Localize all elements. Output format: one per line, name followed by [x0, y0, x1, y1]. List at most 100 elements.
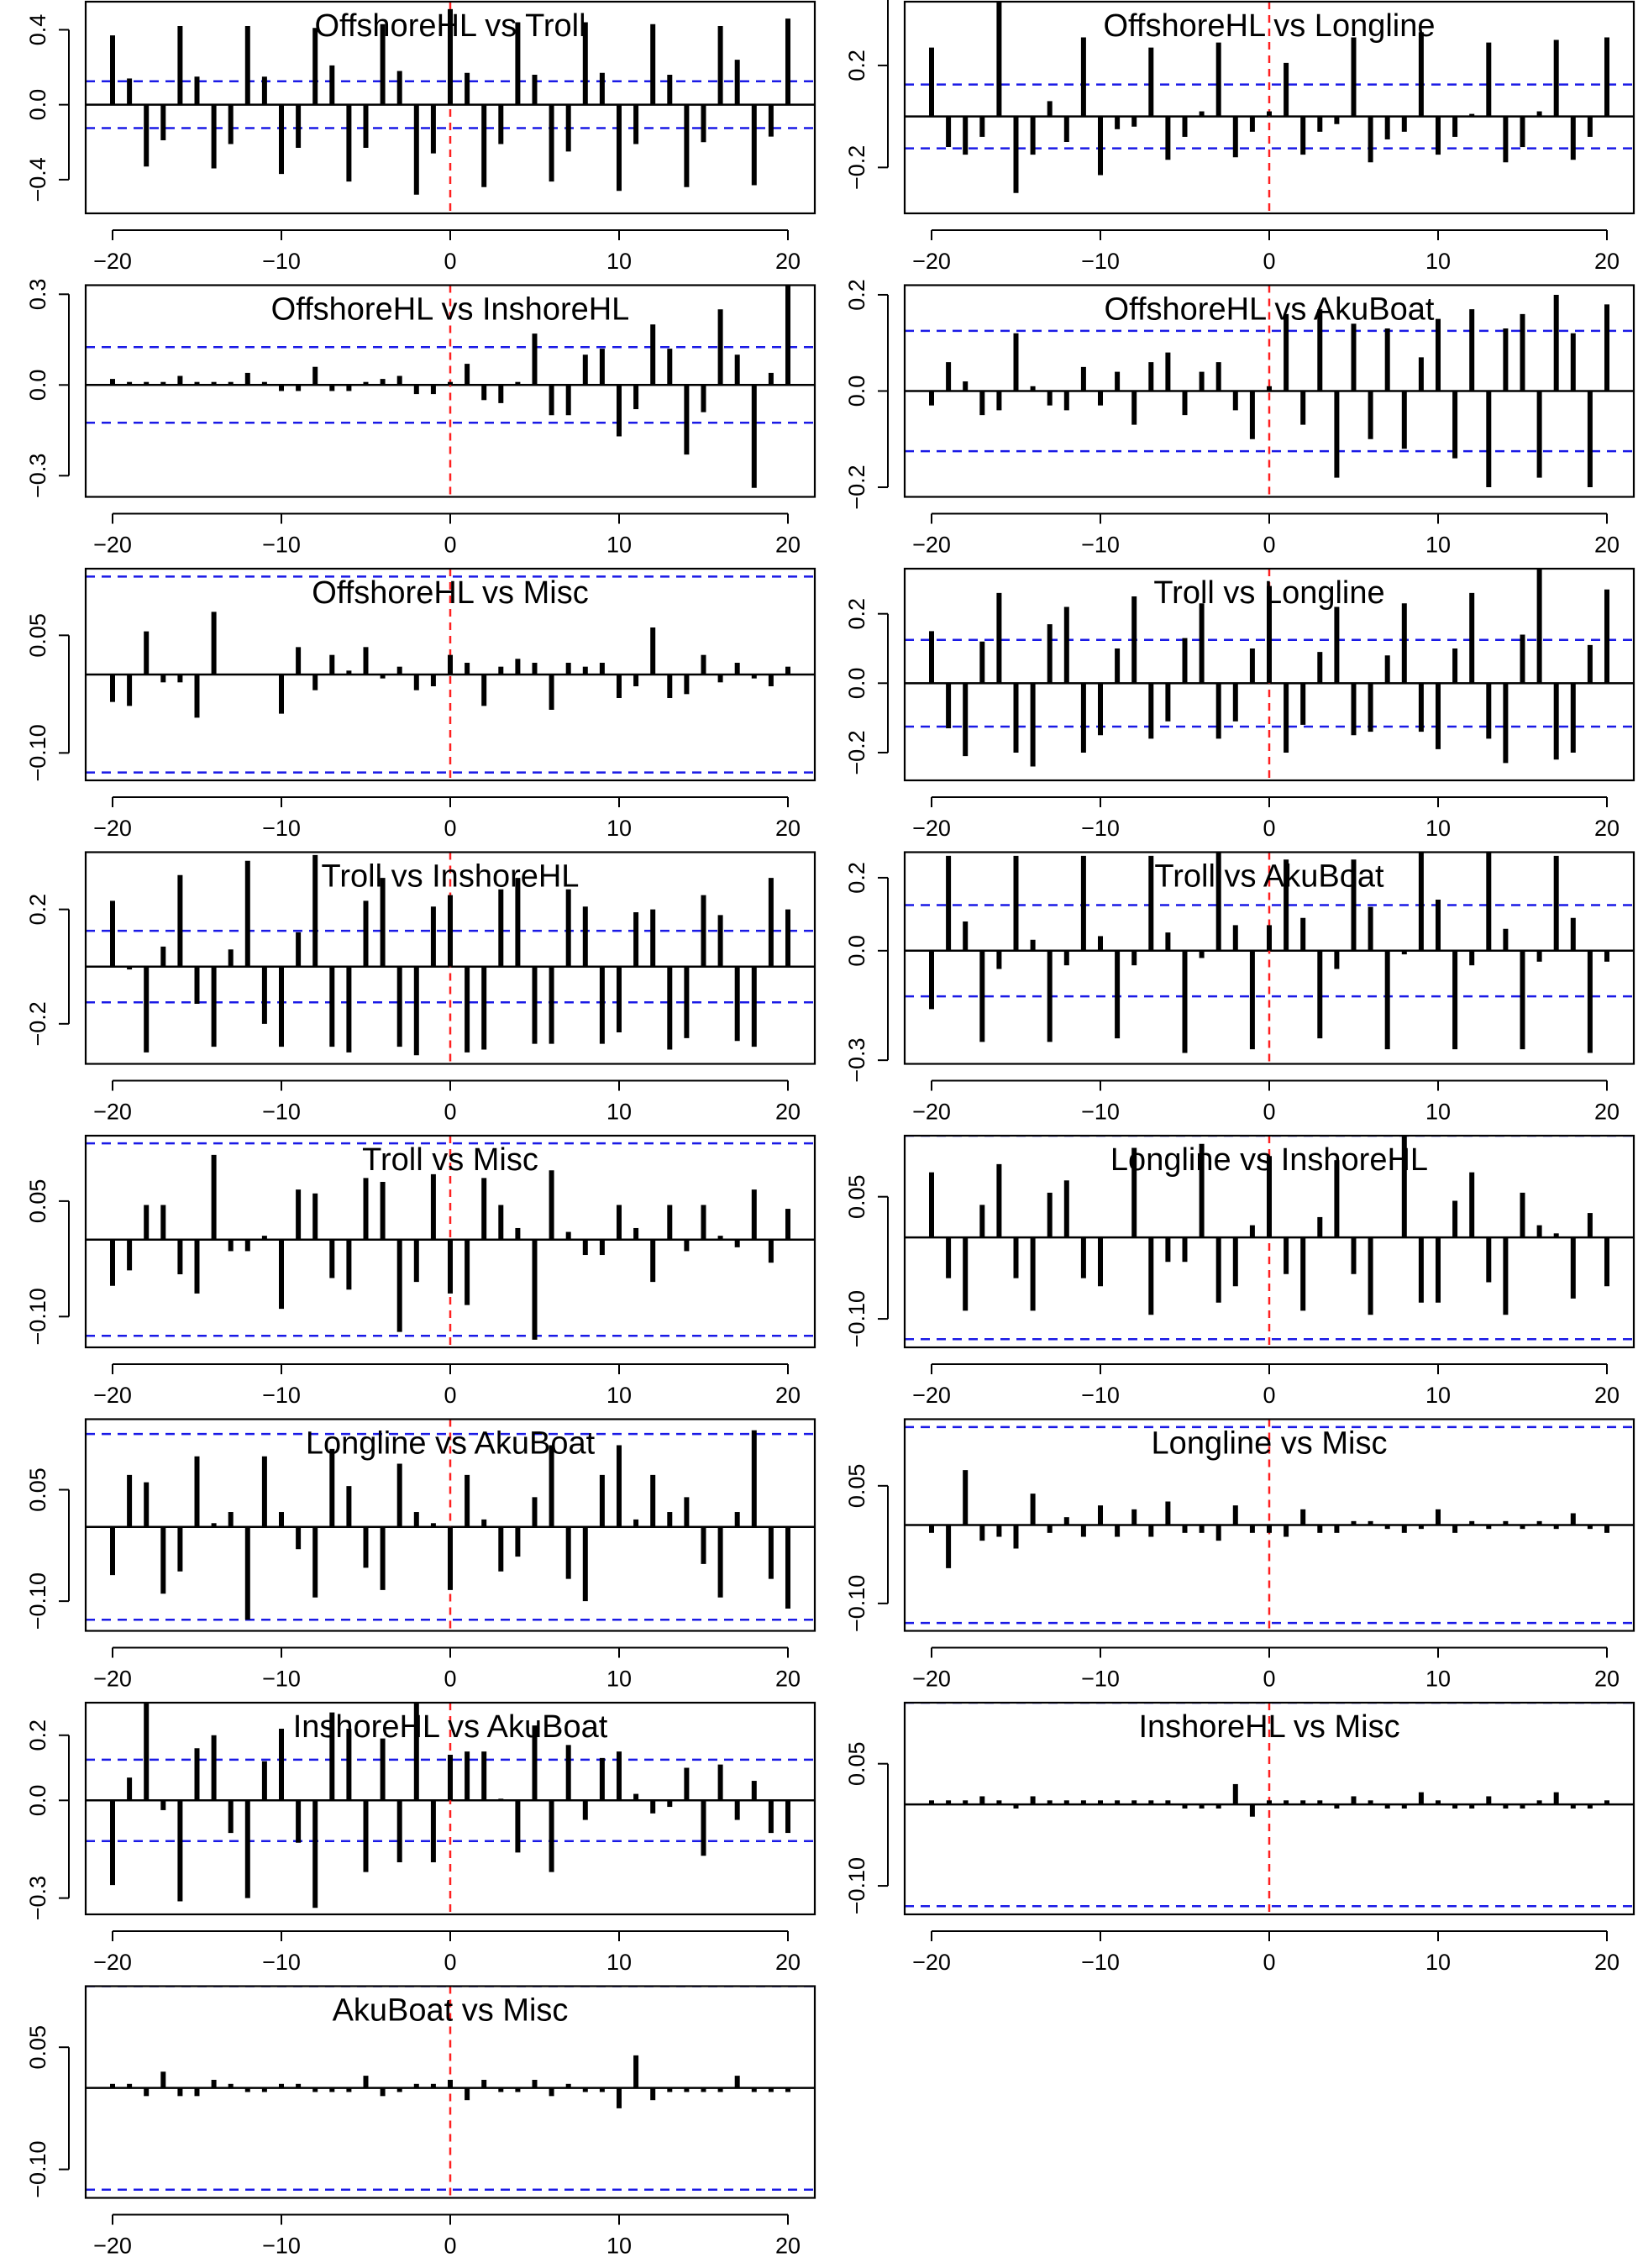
x-tick-label: 20 [1594, 1950, 1620, 1975]
ccf-panel: OffshoreHL vs AkuBoat −20 −10 0 10 20 −0.2 0.0 0… [844, 279, 1635, 558]
x-tick-label: 20 [1594, 1667, 1620, 1692]
x-tick-label: −10 [262, 533, 301, 558]
y-tick-label: 0.05 [25, 2025, 50, 2070]
y-tick-label: 0.0 [25, 1785, 50, 1817]
ccf-panel: Longline vs InshoreHL −20 −10 0 10 20 −0.10 0.0… [844, 1134, 1635, 1408]
x-tick-label: −20 [912, 1667, 951, 1692]
x-tick-label: −20 [93, 249, 132, 274]
x-tick-label: −10 [1081, 533, 1120, 558]
y-tick-label: 0.05 [844, 1464, 869, 1509]
plot-area [86, 1986, 815, 2198]
x-tick-label: 0 [444, 1667, 456, 1692]
ccf-panel: OffshoreHL vs InshoreHL −20 −10 0 10 20 −0.3 0.… [25, 279, 816, 558]
panel-title: InshoreHL vs Misc [1138, 1709, 1399, 1745]
ccf-panel: Troll vs InshoreHL −20 −10 0 10 20 −0.2 0.2 [25, 851, 816, 1125]
x-tick-label: 20 [1594, 533, 1620, 558]
x-tick-label: 10 [1425, 1383, 1451, 1408]
panel-title: OffshoreHL vs AkuBoat [1105, 292, 1435, 328]
panel-title: Troll vs AkuBoat [1154, 859, 1384, 895]
panel-title: AkuBoat vs Misc [333, 1993, 569, 2029]
y-tick-label: 0.2 [25, 894, 50, 926]
y-tick-label: −0.10 [25, 1572, 50, 1630]
x-tick-label: 0 [1263, 1950, 1275, 1975]
plot-area [86, 1703, 815, 1914]
x-tick-label: 10 [606, 533, 632, 558]
plot-area [86, 1419, 815, 1631]
plot-frame [84, 1418, 816, 1632]
plot-area [905, 2, 1634, 213]
y-tick-label: 0.4 [25, 14, 50, 46]
plot-area [905, 569, 1634, 780]
panel-title: InshoreHL vs AkuBoat [293, 1709, 608, 1745]
plot-frame [84, 1134, 816, 1349]
plot-frame [84, 1701, 816, 1916]
y-tick-label: 0.0 [25, 89, 50, 121]
y-tick-label: 0.05 [25, 613, 50, 658]
x-tick-label: 0 [1263, 249, 1275, 274]
ccf-panel: InshoreHL vs Misc −20 −10 0 10 20 −0.10 0.05 [844, 1701, 1635, 1975]
panel-title: Troll vs InshoreHL [322, 859, 580, 895]
x-tick-label: −20 [912, 533, 951, 558]
plot-area [905, 1703, 1634, 1914]
ccf-panel: Troll vs Longline −20 −10 0 10 20 −0.2 0.0 0.2 [844, 567, 1635, 841]
x-tick-label: 10 [1425, 1667, 1451, 1692]
ccf-panel: Longline vs AkuBoat −20 −10 0 10 20 −0.10 0.05 [25, 1418, 816, 1692]
x-tick-label: 0 [444, 1100, 456, 1125]
y-tick-label: 0.0 [25, 370, 50, 402]
x-tick-label: −10 [1081, 816, 1120, 841]
y-tick-label: −0.3 [25, 1876, 50, 1920]
x-tick-label: −10 [1081, 1383, 1120, 1408]
x-tick-label: 10 [606, 249, 632, 274]
plot-frame [903, 851, 1635, 1065]
x-tick-label: 20 [775, 1667, 801, 1692]
x-tick-label: 20 [1594, 816, 1620, 841]
plot-area [86, 285, 815, 497]
ccf-panel: OffshoreHL vs Troll −20 −10 0 10 20 −0.4 0.0 0.4 [25, 0, 816, 274]
ccf-panel: OffshoreHL vs Misc −20 −10 0 10 20 −0.10 0.05 [25, 567, 816, 841]
plot-frame [84, 1985, 816, 2199]
y-tick-label: 0.3 [25, 279, 50, 311]
x-tick-label: 20 [775, 1950, 801, 1975]
plot-area [86, 2, 815, 213]
ccf-panel: OffshoreHL vs Longline −20 −10 0 10 20 −0.2 0.2… [844, 0, 1635, 274]
y-tick-label: −0.2 [844, 730, 869, 774]
y-tick-label: −0.10 [844, 1290, 869, 1347]
plot-area [905, 1419, 1634, 1631]
y-tick-label: −0.3 [844, 1037, 869, 1082]
panel-title: Troll vs Misc [362, 1142, 538, 1178]
x-tick-label: 0 [444, 816, 456, 841]
x-tick-label: −20 [93, 533, 132, 558]
x-tick-label: 10 [606, 1667, 632, 1692]
x-tick-label: −10 [1081, 249, 1120, 274]
ccf-panel: AkuBoat vs Misc −20 −10 0 10 20 −0.10 0.05 [25, 1985, 816, 2259]
x-tick-label: 20 [775, 2234, 801, 2259]
x-tick-label: 0 [1263, 1383, 1275, 1408]
ccf-panel: Longline vs Misc −20 −10 0 10 20 −0.10 0.05 [844, 1418, 1635, 1692]
x-tick-label: −10 [262, 1100, 301, 1125]
y-tick-label: 0.05 [844, 1741, 869, 1786]
y-tick-label: −0.2 [25, 1001, 50, 1046]
plot-frame [903, 0, 1635, 215]
x-tick-label: 20 [1594, 1383, 1620, 1408]
plot-frame [903, 1701, 1635, 1916]
y-tick-label: −0.10 [844, 1575, 869, 1632]
plot-area [86, 852, 815, 1064]
y-tick-label: 0.2 [844, 50, 869, 81]
x-tick-label: 20 [775, 1383, 801, 1408]
x-tick-label: 10 [606, 1383, 632, 1408]
x-tick-label: −10 [262, 1950, 301, 1975]
x-tick-label: 0 [1263, 533, 1275, 558]
x-tick-label: 0 [444, 249, 456, 274]
x-tick-label: 0 [1263, 1100, 1275, 1125]
x-tick-label: −10 [1081, 1100, 1120, 1125]
x-tick-label: −20 [93, 816, 132, 841]
y-tick-label: 0.2 [844, 862, 869, 894]
x-tick-label: −20 [93, 1950, 132, 1975]
x-tick-label: −20 [912, 1100, 951, 1125]
x-tick-label: 0 [444, 1383, 456, 1408]
plot-frame [84, 851, 816, 1065]
plot-area [905, 285, 1634, 497]
y-tick-label: 0.05 [844, 1174, 869, 1219]
x-tick-label: 0 [1263, 816, 1275, 841]
plot-frame [84, 0, 816, 215]
